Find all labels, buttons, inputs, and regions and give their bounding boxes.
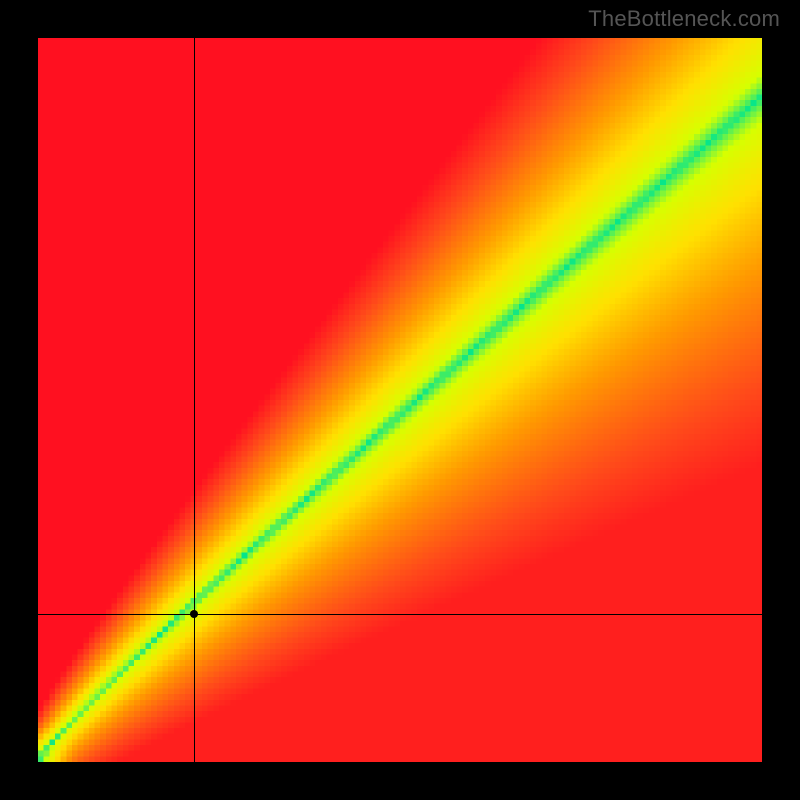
- watermark-text: TheBottleneck.com: [588, 6, 780, 32]
- crosshair-vertical: [194, 38, 195, 762]
- outer-frame: TheBottleneck.com: [0, 0, 800, 800]
- heatmap-canvas: [38, 38, 762, 762]
- heatmap-plot: [38, 38, 762, 762]
- crosshair-horizontal: [38, 614, 762, 615]
- crosshair-marker: [190, 610, 198, 618]
